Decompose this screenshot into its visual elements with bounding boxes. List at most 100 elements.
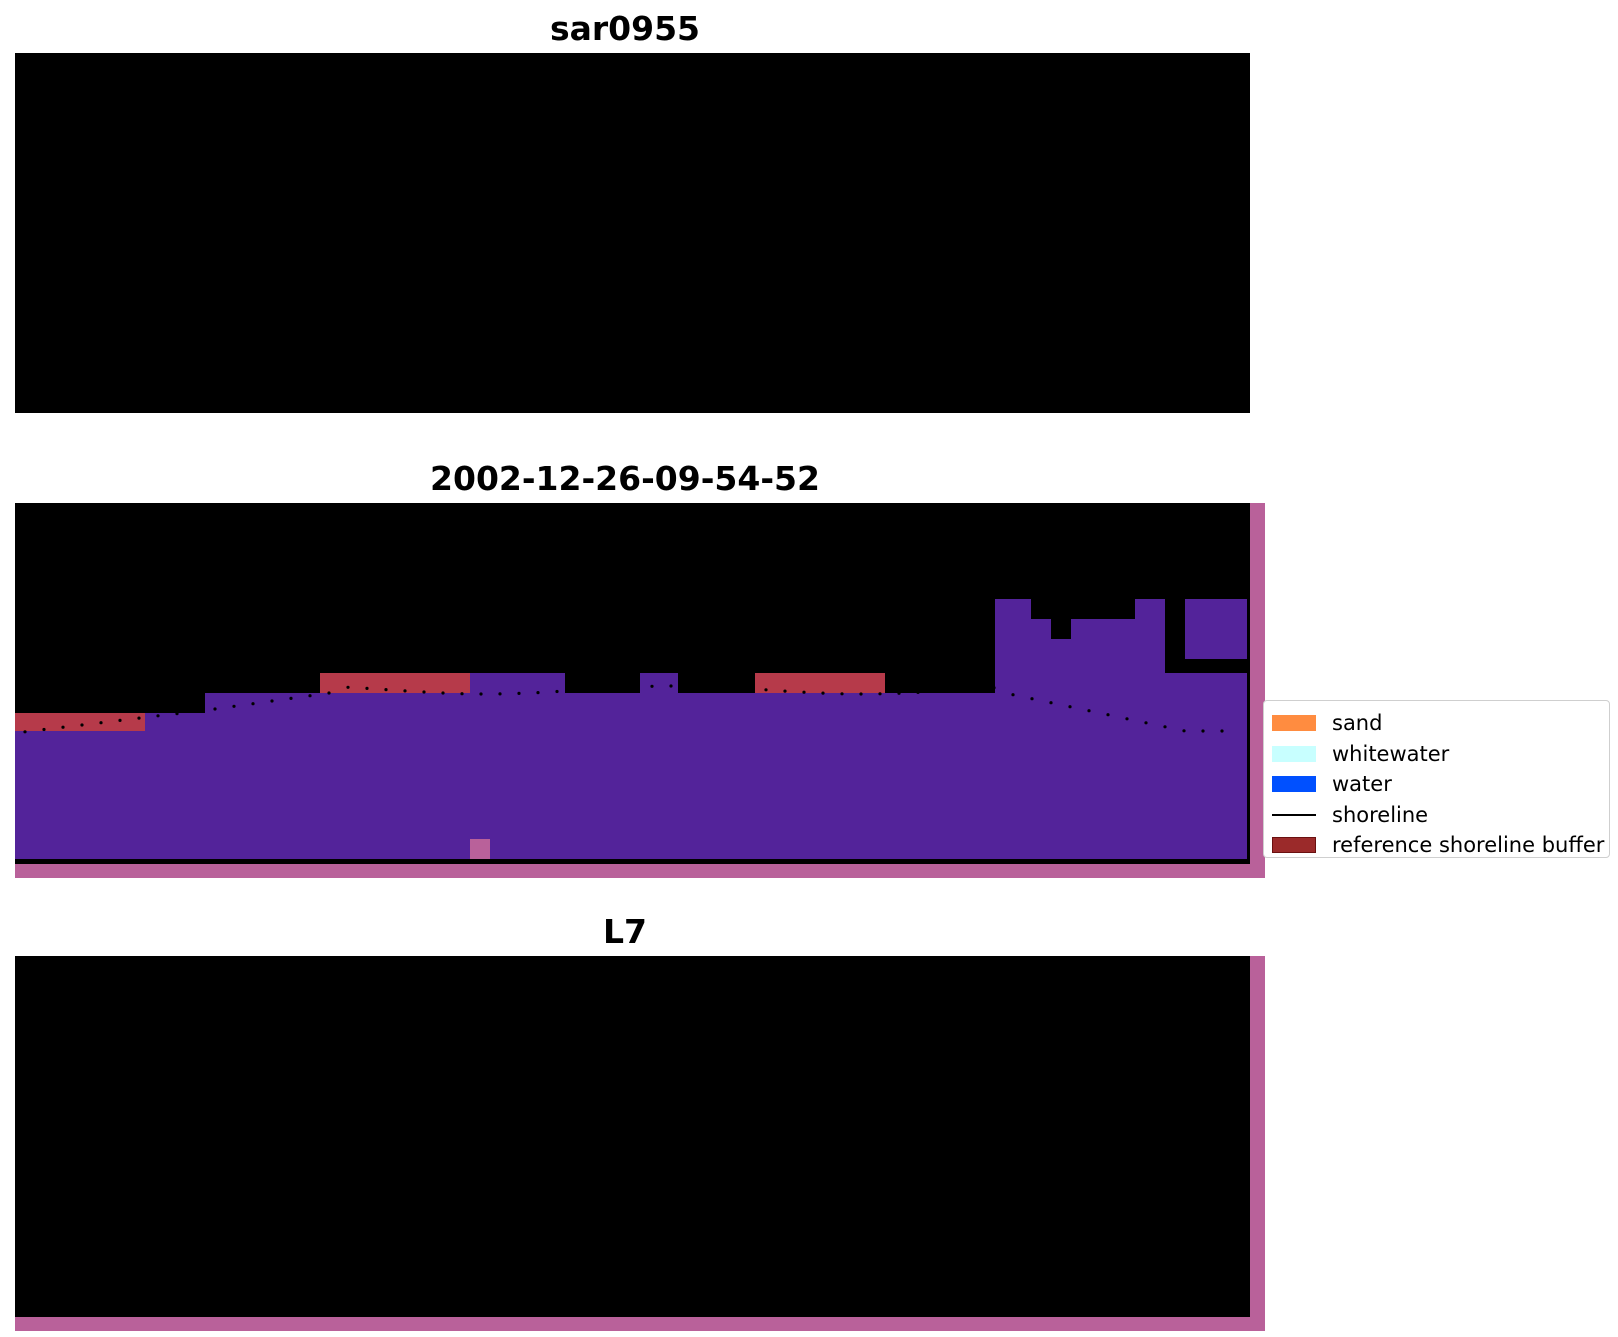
water-region [1165, 673, 1247, 859]
shoreline-point [821, 691, 825, 695]
shoreline-point [992, 236, 996, 240]
shoreline-point [669, 234, 673, 238]
water-region [1135, 599, 1165, 859]
legend-label-water: water [1332, 772, 1392, 797]
panel-title-mndwi: L7 [603, 912, 647, 951]
shoreline-point [783, 1142, 787, 1146]
shoreline-point [137, 716, 141, 720]
shoreline-point [745, 1140, 749, 1144]
shoreline-point [365, 1139, 369, 1143]
shoreline-point [1163, 275, 1167, 279]
shoreline-point [308, 244, 312, 248]
shoreline-point [612, 1139, 616, 1143]
legend-item-shoreline: shoreline [1272, 800, 1601, 831]
shoreline-point [840, 242, 844, 246]
shoreline-point [1068, 255, 1072, 259]
shoreline-point [213, 707, 217, 711]
reference-buffer [755, 673, 885, 693]
legend-item-sand: sand [1272, 708, 1601, 739]
shoreline-point [517, 691, 521, 695]
shoreline-point [1201, 279, 1205, 283]
shoreline-point [650, 684, 654, 688]
shoreline-point [935, 1142, 939, 1146]
shoreline-point [251, 252, 255, 256]
shoreline-point [327, 241, 331, 245]
shoreline-point [1106, 1166, 1110, 1170]
shoreline-point [1068, 1158, 1072, 1162]
shoreline-point [80, 1176, 84, 1180]
shoreline-point [1220, 279, 1224, 283]
legend: sand whitewater water shoreline referenc… [1263, 700, 1610, 858]
shoreline-point [688, 684, 692, 688]
shoreline-point [745, 237, 749, 241]
shoreline-point [213, 257, 217, 261]
shoreline-point [194, 259, 198, 263]
shoreline-point [1106, 263, 1110, 267]
shoreline-point [61, 1178, 65, 1182]
water-region [1185, 599, 1247, 659]
reference-buffer-swatch [1272, 837, 1316, 854]
shoreline-point [973, 1140, 977, 1144]
shoreline-point [251, 702, 255, 706]
panel-title-rgb: sar0955 [549, 9, 701, 48]
shoreline-point [574, 688, 578, 692]
shoreline-point [213, 1160, 217, 1164]
shoreline-point [612, 236, 616, 240]
shoreline-point [802, 1143, 806, 1147]
shoreline-point [745, 687, 749, 691]
shoreline-point [1220, 729, 1224, 733]
shoreline-point [479, 1145, 483, 1149]
shoreline-point [764, 238, 768, 242]
shoreline-point [175, 712, 179, 716]
shoreline-point [270, 699, 274, 703]
water-region [1071, 619, 1135, 859]
shoreline-point [289, 246, 293, 250]
shoreline-point [1125, 1170, 1129, 1174]
shoreline-point [403, 689, 407, 693]
water-region [640, 673, 678, 693]
legend-label-sand: sand [1332, 711, 1383, 736]
shoreline-point [821, 241, 825, 245]
shoreline-point [23, 1183, 27, 1187]
reference-buffer [320, 673, 470, 693]
shoreline-point [536, 241, 540, 245]
shoreline-point [1049, 251, 1053, 255]
shoreline-point [992, 1139, 996, 1143]
shoreline-point [61, 725, 65, 729]
legend-label-reference-buffer: reference shoreline buffer [1332, 833, 1605, 858]
shoreline-point [1220, 1182, 1224, 1186]
shoreline-point [897, 691, 901, 695]
shoreline-point [593, 237, 597, 241]
shoreline-point [878, 242, 882, 246]
shoreline-point [916, 1143, 920, 1147]
shoreline-point [555, 689, 559, 694]
shoreline-point [1030, 247, 1034, 251]
shoreline-point [878, 1145, 882, 1149]
shoreline-point [1011, 243, 1015, 247]
shoreline-point [973, 237, 977, 241]
shoreline-point [631, 235, 635, 239]
shoreline-point [859, 242, 863, 246]
shoreline-point [156, 1167, 160, 1171]
shoreline-point [935, 689, 939, 693]
shoreline-point [1201, 1182, 1205, 1186]
shoreline-point [897, 1144, 901, 1148]
shoreline-point [42, 1180, 46, 1185]
shoreline-point [498, 692, 502, 696]
shoreline-point [1201, 729, 1205, 733]
shoreline-point [593, 1140, 597, 1144]
shoreline-point [973, 687, 977, 691]
shoreline-point [460, 242, 464, 246]
water-region [1031, 619, 1051, 859]
shoreline-point [441, 691, 445, 695]
shoreline-point [232, 254, 236, 258]
shoreline-point [1030, 697, 1034, 701]
shoreline-point [954, 238, 958, 242]
legend-item-water: water [1272, 769, 1601, 800]
shoreline-point [669, 1137, 673, 1141]
shoreline-point [593, 687, 597, 691]
classification-image [15, 503, 1265, 878]
shoreline-point [821, 1144, 825, 1148]
shoreline-point [441, 241, 445, 245]
shoreline-point [1087, 1162, 1091, 1166]
